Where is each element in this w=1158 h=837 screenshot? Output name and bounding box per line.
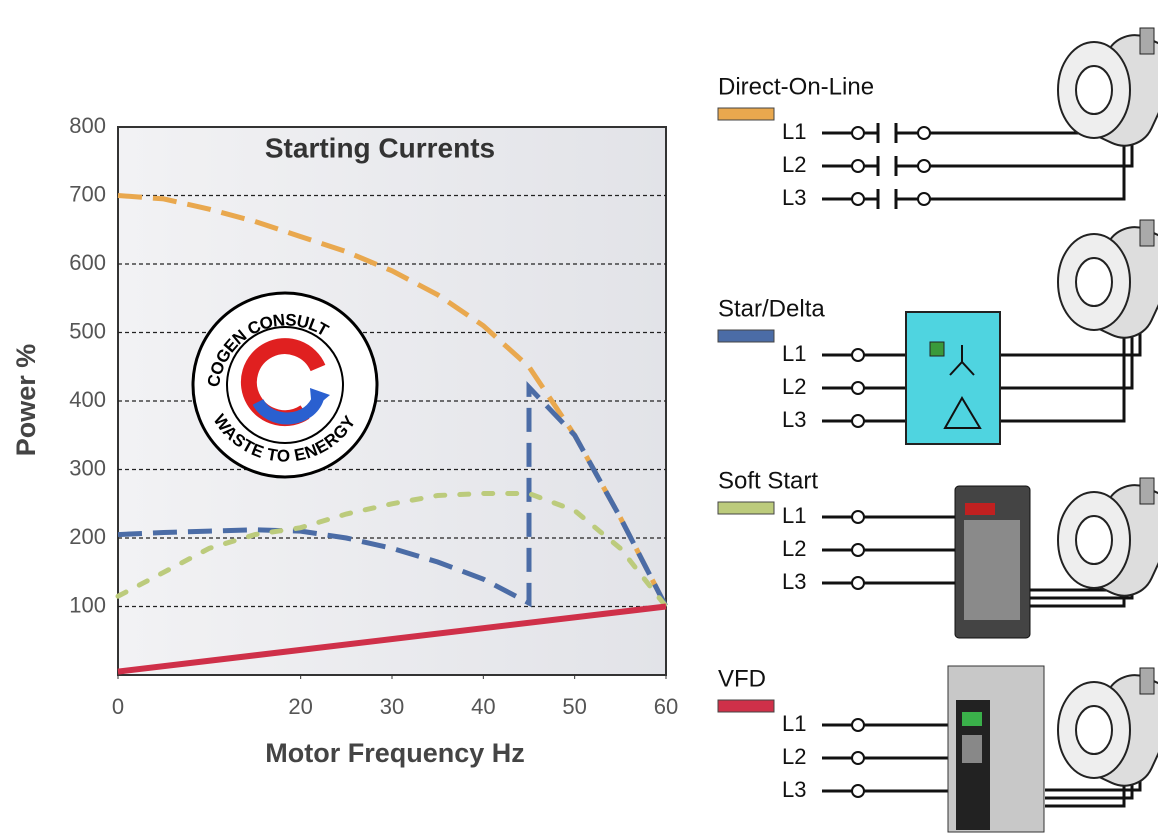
motor-hub	[1075, 515, 1113, 565]
starter-led	[929, 341, 945, 357]
motor-box	[1139, 27, 1155, 55]
motor-box	[1139, 477, 1155, 505]
y-tick-label: 600	[69, 250, 106, 275]
series-line	[117, 381, 669, 608]
terminal	[851, 543, 865, 557]
logo-arrow-head	[310, 388, 330, 410]
motor-hub	[1075, 257, 1113, 307]
motor-box	[1139, 219, 1155, 247]
line-label: L3	[782, 407, 806, 432]
terminal	[851, 348, 865, 362]
x-tick-label: 30	[380, 694, 404, 719]
terminal	[851, 381, 865, 395]
y-axis-label: Power %	[11, 344, 41, 457]
x-axis-label: Motor Frequency Hz	[265, 738, 525, 768]
legend-swatch	[717, 107, 775, 121]
y-tick-label: 300	[69, 455, 106, 480]
y-tick-label: 400	[69, 387, 106, 412]
soft-starter-face	[964, 520, 1020, 620]
wire	[1000, 312, 1126, 423]
line-label: L1	[782, 711, 806, 736]
terminal	[851, 576, 865, 590]
y-tick-label: 200	[69, 524, 106, 549]
terminal	[851, 126, 865, 140]
x-tick-label: 40	[471, 694, 495, 719]
legend-label: Direct-On-Line	[718, 73, 874, 100]
line-label: L2	[782, 152, 806, 177]
line-label: L2	[782, 744, 806, 769]
delta-symbol	[943, 396, 982, 429]
terminal	[851, 784, 865, 798]
line-label: L3	[782, 777, 806, 802]
line-label: L1	[782, 341, 806, 366]
terminal	[851, 159, 865, 173]
legend-swatch	[717, 501, 775, 515]
line-label: L2	[782, 374, 806, 399]
line-label: L1	[782, 503, 806, 528]
legend-swatch	[717, 699, 775, 713]
line-label: L1	[782, 119, 806, 144]
legend: Direct-On-Line L1 L2 L3 Star/Delta L1 L2 L3 Soft…	[717, 27, 1158, 833]
terminal	[851, 751, 865, 765]
series-line	[115, 491, 669, 609]
vfd-display	[962, 712, 982, 726]
star-symbol	[949, 345, 975, 376]
terminal	[917, 126, 931, 140]
terminal	[851, 510, 865, 524]
x-tick-label: 60	[654, 694, 678, 719]
y-tick-label: 700	[69, 181, 106, 206]
vfd-keypad	[962, 735, 982, 763]
y-tick-label: 800	[69, 113, 106, 138]
terminal	[917, 159, 931, 173]
terminal	[851, 414, 865, 428]
legend-label: VFD	[718, 665, 766, 692]
x-tick-label: 50	[562, 694, 586, 719]
x-tick-label: 20	[288, 694, 312, 719]
terminal	[917, 192, 931, 206]
x-tick-label: 0	[112, 694, 124, 719]
plot	[115, 193, 669, 679]
motor-hub	[1075, 705, 1113, 755]
series-line	[117, 603, 667, 675]
y-tick-label: 100	[69, 592, 106, 617]
legend-label: Star/Delta	[718, 295, 825, 322]
terminal	[851, 718, 865, 732]
starter-box	[905, 311, 1001, 445]
legend-label: Soft Start	[718, 467, 818, 494]
motor-box	[1139, 667, 1155, 695]
line-label: L2	[782, 536, 806, 561]
legend-swatch	[717, 329, 775, 343]
line-label: L3	[782, 569, 806, 594]
terminal	[851, 192, 865, 206]
brand-plate	[965, 503, 995, 515]
line-label: L3	[782, 185, 806, 210]
logo: COGEN CONSULT WASTE TO ENERGY	[191, 291, 379, 479]
motor-hub	[1075, 65, 1113, 115]
chart-title: Starting Currents	[265, 132, 495, 163]
y-tick-label: 500	[69, 318, 106, 343]
